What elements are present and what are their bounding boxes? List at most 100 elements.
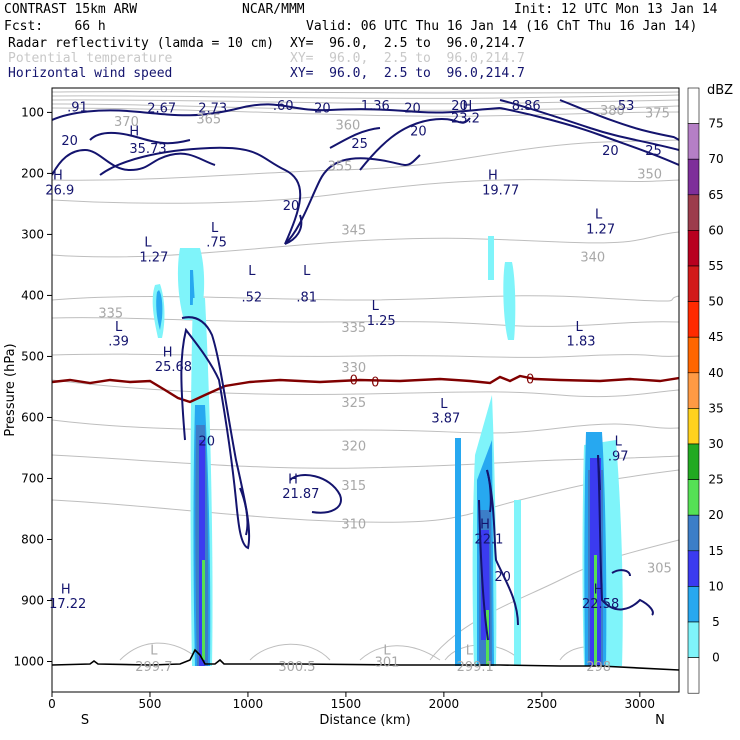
colorbar-segment <box>687 408 700 445</box>
theta-surface-cell <box>119 642 201 661</box>
reflectivity-column-west <box>195 425 209 666</box>
wind-jet-contour <box>499 99 679 151</box>
colorbar-level-label: 30 <box>708 437 723 451</box>
wind-label: 20 <box>494 570 511 585</box>
wind-label: 22.58 <box>582 597 619 612</box>
theta-label: 299.7 <box>135 660 172 675</box>
colorbar-segment <box>687 550 700 587</box>
y-tick-label: 400 <box>21 288 44 302</box>
y-tick-label: 200 <box>21 166 44 180</box>
colorbar-level-label: 15 <box>708 544 723 558</box>
y-tick-label: 300 <box>21 227 44 241</box>
wind-label: 20 <box>602 144 619 159</box>
theta-upper-band <box>52 99 679 105</box>
x-tick-label: 1000 <box>233 697 264 711</box>
field-wind-name: Horizontal wind speed <box>8 66 173 81</box>
wind-label: 2.73 <box>198 102 227 117</box>
theta-label: 330 <box>341 361 366 376</box>
reflectivity-cell-upper <box>488 236 494 280</box>
reflectivity-column-east <box>455 438 461 666</box>
colorbar-level-label: 70 <box>708 152 723 166</box>
colorbar-level-label: 60 <box>708 223 723 237</box>
theta-label: L <box>466 643 474 658</box>
freezing-level-line <box>52 374 679 404</box>
x-axis-right-end: N <box>655 713 665 728</box>
freezing-label: 0 <box>371 375 379 390</box>
colorbar-level-label: 5 <box>712 615 720 629</box>
theta-label: 375 <box>645 106 670 121</box>
wind-label: H <box>462 99 472 114</box>
reflectivity-cell-upper <box>503 262 516 340</box>
y-tick-label: 800 <box>21 532 44 546</box>
reflectivity-shading <box>152 236 623 666</box>
reflectivity-column-east <box>514 500 521 666</box>
wind-label: 1.25 <box>367 314 396 329</box>
wind-core-20 <box>99 146 421 245</box>
wind-label: .39 <box>108 335 129 350</box>
reflectivity-column-west <box>193 405 211 666</box>
theta-label: 310 <box>341 518 366 533</box>
theta-label: 370 <box>114 115 139 130</box>
theta-315-line <box>52 454 679 469</box>
theta-350-line <box>52 179 679 204</box>
wind-label: L <box>372 299 380 314</box>
y-tick-label: 500 <box>21 349 44 363</box>
reflectivity-column-east <box>479 510 492 666</box>
theta-label: 365 <box>196 113 221 128</box>
distance-axis: 0 500 1000 1500 2000 2500 3000 <box>48 692 655 711</box>
wind-label: .91 <box>67 100 88 115</box>
wind-label: L <box>303 264 311 279</box>
potential-temperature-contours <box>52 91 679 661</box>
x-tick-label: 1500 <box>331 697 362 711</box>
theta-label: 380 <box>600 104 625 119</box>
wind-label: 22.1 <box>474 532 503 547</box>
wind-label: 20 <box>61 134 78 149</box>
wind-far-20 <box>597 454 654 616</box>
theta-label: 335 <box>341 321 366 336</box>
wind-label: H <box>129 125 139 140</box>
wind-label: 23.2 <box>451 111 480 126</box>
colorbar-level-label: 10 <box>708 579 723 593</box>
colorbar-level-label: 35 <box>708 401 723 415</box>
theta-label: 325 <box>341 396 366 411</box>
colorbar-segment <box>687 621 700 658</box>
field-theta-xy: XY= 96.0, 2.5 to 96.0,214.7 <box>290 51 525 66</box>
reflectivity-cell-upper <box>152 284 165 338</box>
colorbar-unit: dBZ <box>707 83 733 98</box>
reflectivity-column-west <box>199 440 205 666</box>
theta-surface-cell <box>359 645 441 661</box>
colorbar-segment <box>687 336 700 374</box>
y-tick-label: 100 <box>21 105 44 119</box>
theta-label: 335 <box>98 307 123 322</box>
colorbar-segment <box>687 123 700 160</box>
valid-time: Valid: 06 UTC Thu 16 Jan 14 (16 ChT Thu … <box>306 19 698 34</box>
colorbar-segment <box>687 194 700 231</box>
theta-upper-band <box>52 103 679 111</box>
wind-jet-contour <box>52 103 501 121</box>
wind-core-25 <box>329 127 381 149</box>
wind-far-20 <box>597 454 601 491</box>
theta-label: 320 <box>341 440 366 455</box>
wind-label: 20 <box>451 99 468 114</box>
x-tick-label: 2500 <box>527 697 558 711</box>
reflectivity-column-far <box>590 458 601 666</box>
x-tick-label: 3000 <box>625 697 656 711</box>
wind-label: .75 <box>206 236 227 251</box>
colorbar-level-label: 55 <box>708 259 723 273</box>
theta-label: L <box>383 643 391 658</box>
colorbar-level-label: 75 <box>708 117 723 131</box>
theta-label: 340 <box>580 250 605 265</box>
reflectivity-column-far <box>582 440 623 666</box>
wind-label: .97 <box>608 449 629 464</box>
reflectivity-column-far <box>584 432 607 666</box>
theta-upper-band <box>52 94 679 99</box>
reflectivity-column-east <box>477 440 494 666</box>
reflectivity-column-west <box>202 560 205 660</box>
field-wind-xy: XY= 96.0, 2.5 to 96.0,214.7 <box>290 66 525 81</box>
field-theta-name: Potential temperature <box>8 51 173 66</box>
colorbar-level-label: 25 <box>708 473 723 487</box>
field-reflectivity-xy: XY= 96.0, 2.5 to 96.0,214.7 <box>290 36 525 51</box>
theta-340-line <box>52 295 679 302</box>
